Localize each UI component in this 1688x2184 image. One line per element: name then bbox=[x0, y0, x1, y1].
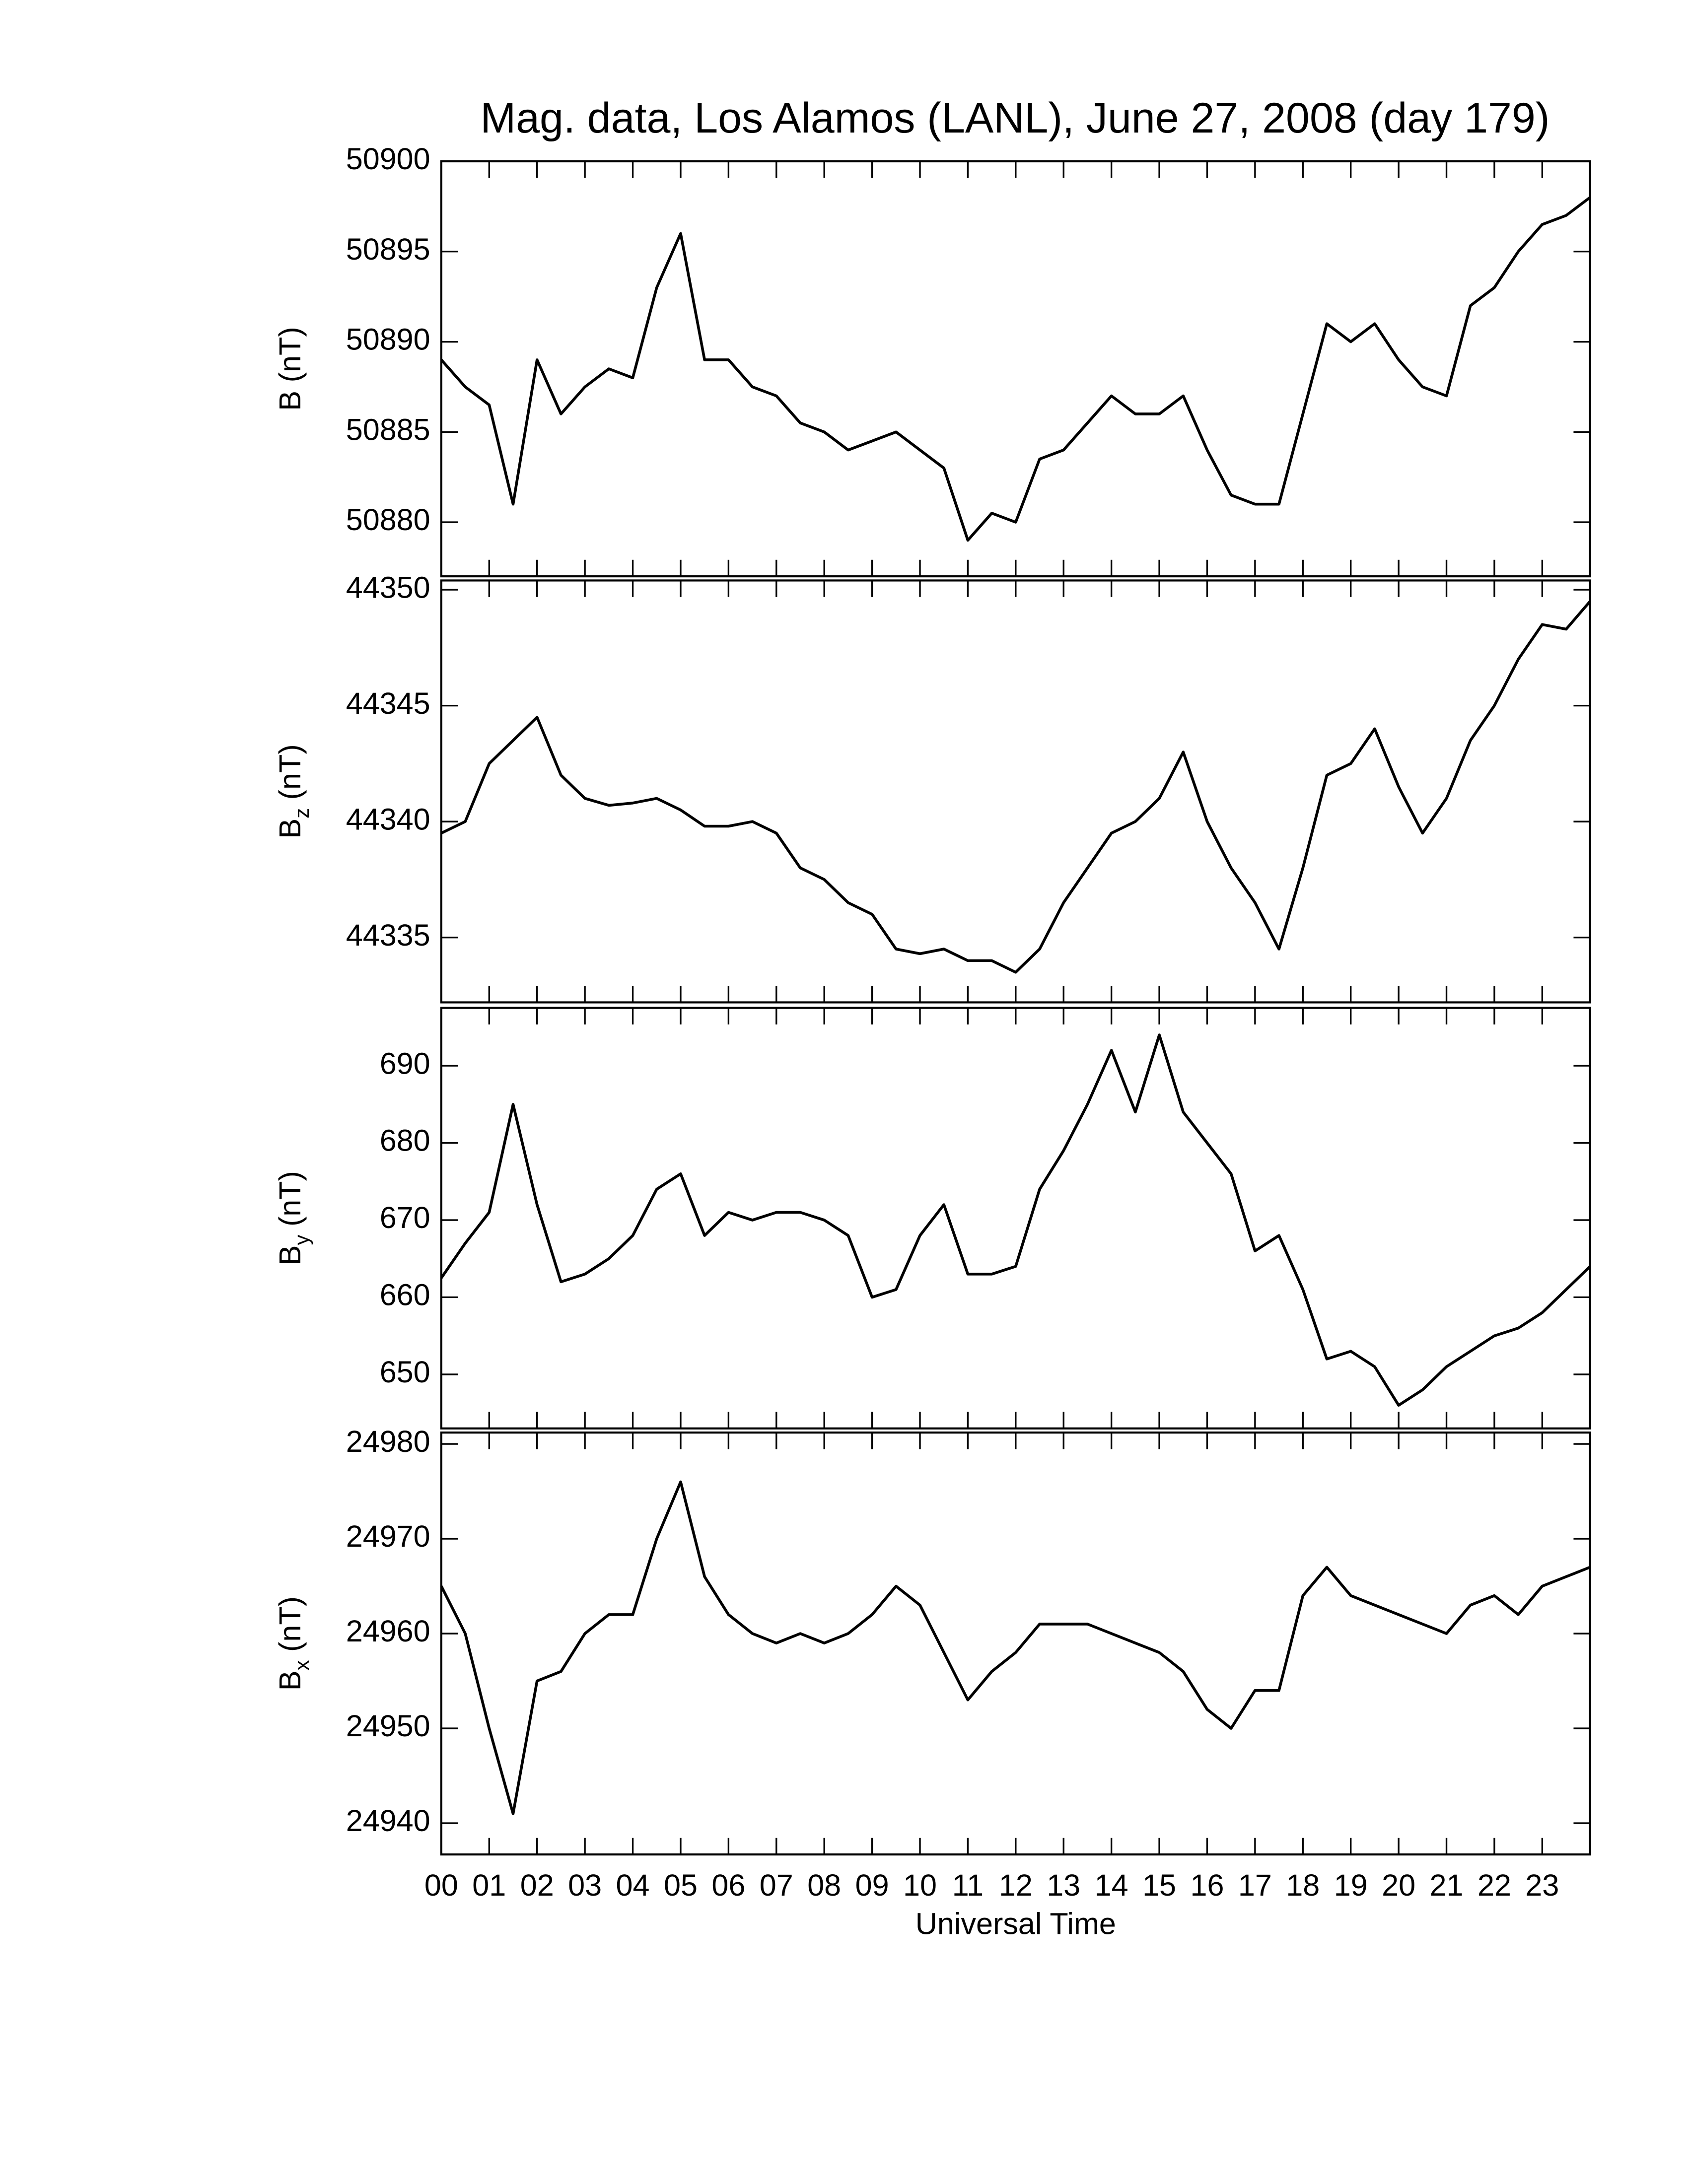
y-tick-label: 24950 bbox=[346, 1709, 430, 1743]
y-tick-label: 660 bbox=[380, 1278, 430, 1312]
x-tick-label: 02 bbox=[520, 1868, 554, 1902]
y-label-symbol: B bbox=[273, 1245, 307, 1266]
x-tick-label: 17 bbox=[1238, 1868, 1272, 1902]
y-tick-label: 50890 bbox=[346, 323, 430, 356]
x-tick-label: 12 bbox=[999, 1868, 1033, 1902]
x-tick-label: 07 bbox=[760, 1868, 793, 1902]
y-tick-label: 44350 bbox=[346, 570, 430, 604]
y-tick-label: 50880 bbox=[346, 503, 430, 537]
x-tick-label: 09 bbox=[855, 1868, 889, 1902]
y-tick-label: 44335 bbox=[346, 918, 430, 952]
y-label-unit: (nT) bbox=[273, 1596, 307, 1652]
y-tick-label: 44340 bbox=[346, 802, 430, 836]
y-axis-label: By (nT) bbox=[273, 1171, 313, 1265]
x-tick-label: 22 bbox=[1477, 1868, 1511, 1902]
y-tick-label: 50885 bbox=[346, 412, 430, 446]
x-tick-label: 10 bbox=[903, 1868, 937, 1902]
plot-frame bbox=[440, 1432, 1591, 1856]
y-tick-label: 50895 bbox=[346, 232, 430, 266]
x-tick-label: 16 bbox=[1190, 1868, 1224, 1902]
x-tick-label: 14 bbox=[1095, 1868, 1128, 1902]
y-tick-label: 690 bbox=[380, 1046, 430, 1080]
plot-frame bbox=[440, 160, 1591, 578]
data-line bbox=[440, 600, 1591, 974]
x-tick-label: 11 bbox=[952, 1868, 984, 1902]
y-axis-label: B (nT) bbox=[273, 327, 307, 410]
data-line bbox=[440, 196, 1591, 542]
y-axis-label: Bx (nT) bbox=[273, 1596, 313, 1691]
data-line bbox=[440, 1480, 1591, 1815]
x-tick-label: 04 bbox=[616, 1868, 650, 1902]
x-tick-label: 20 bbox=[1382, 1868, 1415, 1902]
x-tick-label: 05 bbox=[664, 1868, 698, 1902]
plot-frame bbox=[440, 1007, 1591, 1430]
x-tick-label: 06 bbox=[711, 1868, 745, 1902]
y-axis-label: Bz (nT) bbox=[273, 744, 313, 838]
data-line bbox=[440, 1033, 1591, 1407]
x-tick-label: 23 bbox=[1525, 1868, 1559, 1902]
x-tick-label: 13 bbox=[1047, 1868, 1080, 1902]
x-tick-label: 19 bbox=[1334, 1868, 1368, 1902]
x-axis-label: Universal Time bbox=[915, 1907, 1116, 1941]
y-tick-label: 24960 bbox=[346, 1614, 430, 1648]
x-tick-label: 01 bbox=[472, 1868, 506, 1902]
x-tick-label: 21 bbox=[1430, 1868, 1464, 1902]
y-label-subscript: x bbox=[290, 1660, 313, 1670]
x-tick-label: 18 bbox=[1286, 1868, 1320, 1902]
x-tick-label: 15 bbox=[1142, 1868, 1176, 1902]
chart-title: Mag. data, Los Alamos (LANL), June 27, 2… bbox=[480, 94, 1549, 142]
y-label-symbol: B bbox=[273, 819, 307, 839]
y-tick-label: 650 bbox=[380, 1355, 430, 1389]
y-label-subscript: z bbox=[290, 808, 313, 819]
y-label-symbol: B bbox=[273, 1670, 307, 1691]
y-tick-label: 24980 bbox=[346, 1425, 430, 1458]
y-tick-label: 50900 bbox=[346, 142, 430, 176]
x-tick-label: 03 bbox=[568, 1868, 602, 1902]
y-tick-label: 24940 bbox=[346, 1804, 430, 1838]
x-tick-label: 00 bbox=[424, 1868, 458, 1902]
y-tick-label: 680 bbox=[380, 1124, 430, 1158]
y-tick-label: 670 bbox=[380, 1201, 430, 1234]
y-label-unit: (nT) bbox=[273, 1171, 307, 1227]
y-tick-label: 24970 bbox=[346, 1519, 430, 1553]
y-label-unit: (nT) bbox=[273, 327, 307, 382]
y-label-symbol: B bbox=[273, 391, 307, 411]
plot-frame bbox=[440, 579, 1591, 1004]
y-tick-label: 44345 bbox=[346, 686, 430, 720]
y-label-subscript: y bbox=[290, 1235, 313, 1245]
x-tick-label: 08 bbox=[807, 1868, 841, 1902]
y-label-unit: (nT) bbox=[273, 744, 307, 800]
